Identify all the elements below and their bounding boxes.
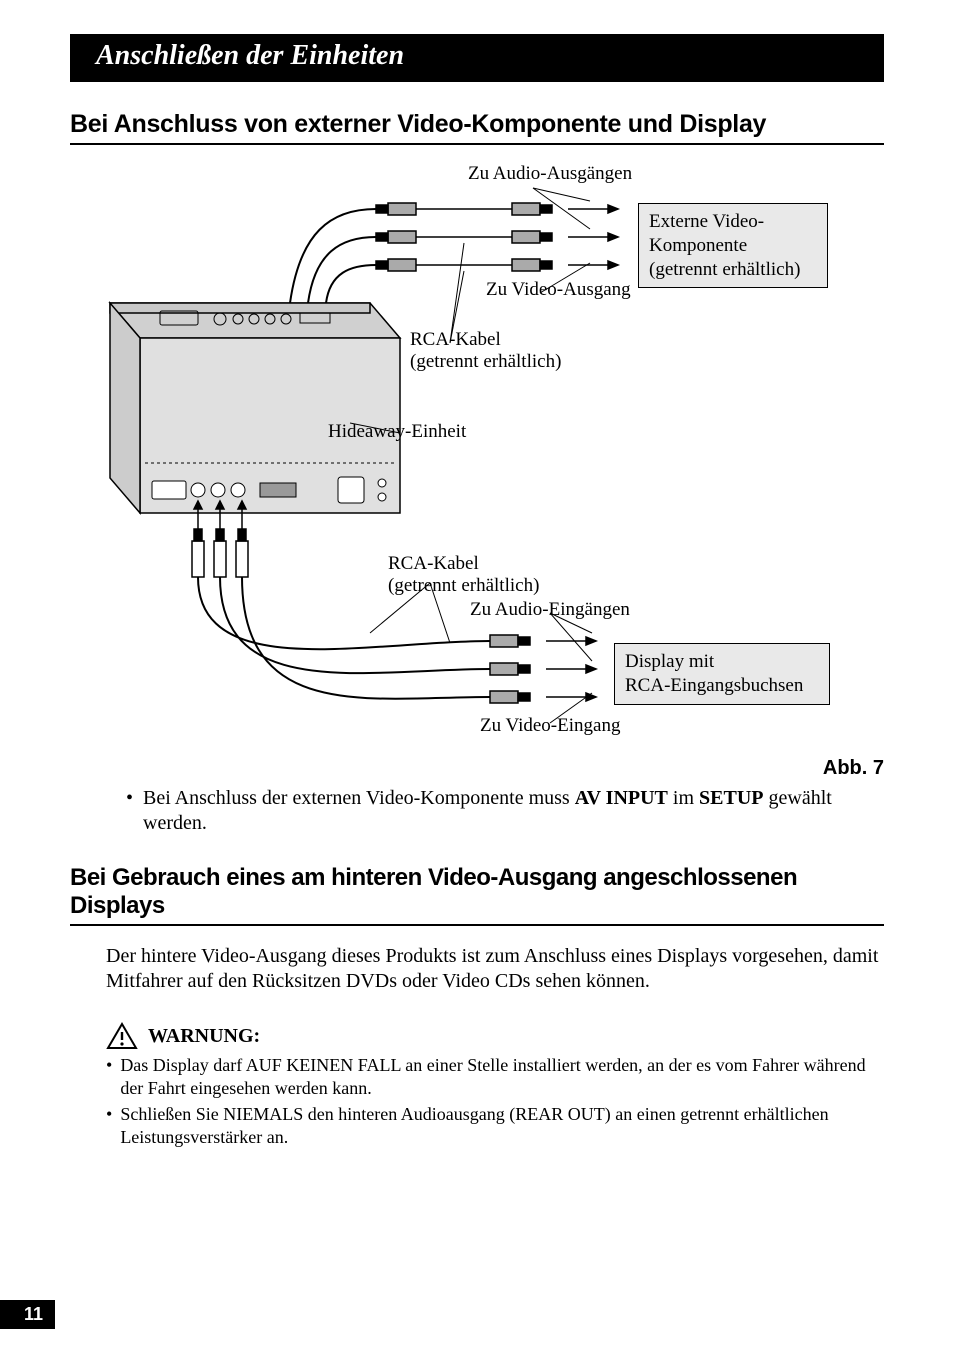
label-rca-bottom: RCA-Kabel (getrennt erhältlich) bbox=[388, 553, 539, 597]
bullet-item: • Bei Anschluss der externen Video-Kompo… bbox=[126, 786, 884, 836]
section-title-2: Bei Gebrauch eines am hinteren Video-Aus… bbox=[70, 864, 884, 926]
bullet-text: Bei Anschluss der externen Video-Kompone… bbox=[143, 786, 884, 836]
warning-item: • Schließen Sie NIEMALS den hinteren Aud… bbox=[106, 1103, 884, 1150]
warning-item: • Das Display darf AUF KEINEN FALL an ei… bbox=[106, 1054, 884, 1101]
chapter-title-bar: Anschließen der Einheiten bbox=[70, 34, 884, 82]
section2-body: Der hintere Video-Ausgang dieses Produkt… bbox=[70, 944, 884, 994]
bullet-marker: • bbox=[106, 1054, 112, 1101]
box-display: Display mit RCA-Eingangsbuchsen bbox=[614, 643, 830, 705]
warning-icon bbox=[106, 1022, 138, 1050]
main-bullet-block: • Bei Anschluss der externen Video-Kompo… bbox=[70, 786, 884, 836]
section-title-1: Bei Anschluss von externer Video-Kompone… bbox=[70, 110, 884, 145]
bullet-marker: • bbox=[106, 1103, 112, 1150]
label-video-out: Zu Video-Ausgang bbox=[486, 279, 631, 302]
warning-text: Schließen Sie NIEMALS den hinteren Audio… bbox=[120, 1103, 884, 1150]
box-external-video: Externe Video- Komponente (getrennt erhä… bbox=[638, 203, 828, 288]
label-audio-in: Zu Audio-Eingängen bbox=[470, 599, 630, 622]
bullet-marker: • bbox=[126, 786, 133, 836]
label-video-in: Zu Video-Eingang bbox=[480, 715, 620, 738]
warning-text: Das Display darf AUF KEINEN FALL an eine… bbox=[120, 1054, 884, 1101]
connection-diagram: Zu Audio-Ausgängen Zu Video-Ausgang RCA-… bbox=[70, 163, 884, 743]
warning-header: WARNUNG: bbox=[70, 1022, 884, 1050]
page: Anschließen der Einheiten Bei Anschluss … bbox=[0, 0, 954, 1150]
page-number: 11 bbox=[0, 1300, 55, 1329]
label-rca-top: RCA-Kabel (getrennt erhältlich) bbox=[410, 329, 561, 373]
label-hideaway: Hideaway-Einheit bbox=[328, 421, 466, 444]
warning-bullets: • Das Display darf AUF KEINEN FALL an ei… bbox=[70, 1054, 884, 1150]
label-audio-out: Zu Audio-Ausgängen bbox=[468, 163, 632, 186]
figure-number: Abb. 7 bbox=[70, 757, 884, 780]
warning-label: WARNUNG: bbox=[148, 1025, 260, 1048]
